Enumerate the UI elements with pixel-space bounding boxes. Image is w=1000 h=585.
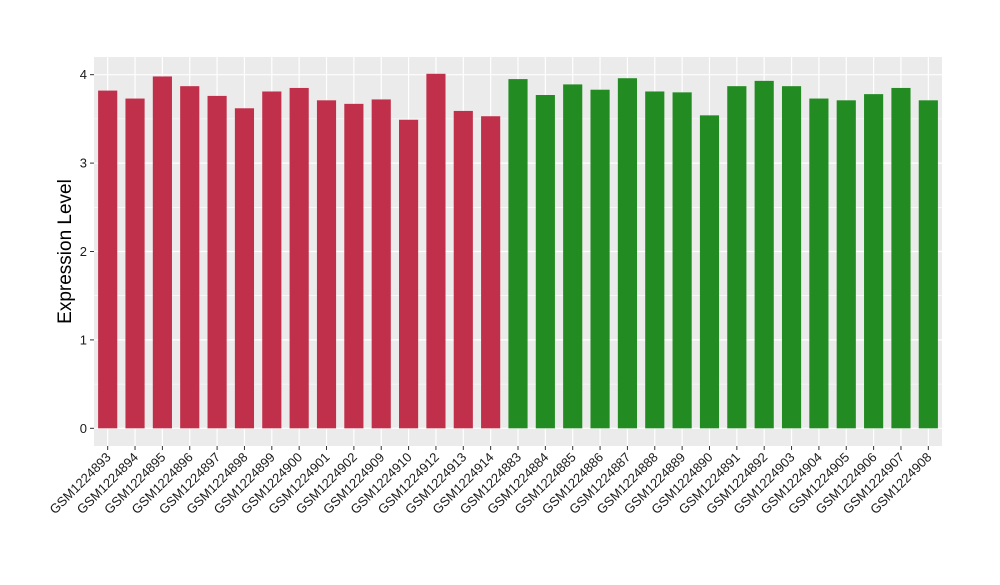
bar xyxy=(152,76,172,429)
bar xyxy=(180,86,200,429)
bar xyxy=(481,116,501,429)
y-axis-label: Expression Level xyxy=(55,179,76,324)
y-tick-label: 2 xyxy=(80,244,87,259)
bar xyxy=(645,91,665,429)
bar xyxy=(316,100,337,429)
y-tick-label: 3 xyxy=(80,156,87,171)
bar xyxy=(754,80,774,429)
bar xyxy=(207,95,227,429)
bar xyxy=(672,92,692,429)
bar xyxy=(125,98,145,429)
bar xyxy=(234,108,255,429)
bar xyxy=(781,86,802,429)
y-axis: 0 1 2 3 4 xyxy=(80,67,94,436)
bars xyxy=(98,73,938,429)
bar xyxy=(563,84,583,429)
bar xyxy=(426,73,446,429)
x-axis: GSM1224893GSM1224894GSM1224895GSM1224896… xyxy=(46,446,934,517)
y-tick-label: 1 xyxy=(80,332,87,347)
bar xyxy=(809,98,829,429)
bar xyxy=(508,79,528,429)
y-tick-label: 0 xyxy=(80,421,87,436)
bar xyxy=(727,86,747,429)
y-tick-label: 4 xyxy=(80,67,87,82)
bar xyxy=(262,91,282,429)
bar xyxy=(836,100,856,429)
bar xyxy=(344,103,364,429)
bar xyxy=(918,100,938,429)
bar xyxy=(891,87,911,429)
bar xyxy=(371,99,391,429)
bar xyxy=(399,119,419,429)
bar xyxy=(453,110,473,429)
bar xyxy=(617,78,637,429)
bar xyxy=(535,95,555,429)
bar xyxy=(98,90,118,429)
bar xyxy=(289,87,309,429)
bar xyxy=(699,115,720,429)
bar xyxy=(590,89,610,429)
bar xyxy=(864,94,884,429)
